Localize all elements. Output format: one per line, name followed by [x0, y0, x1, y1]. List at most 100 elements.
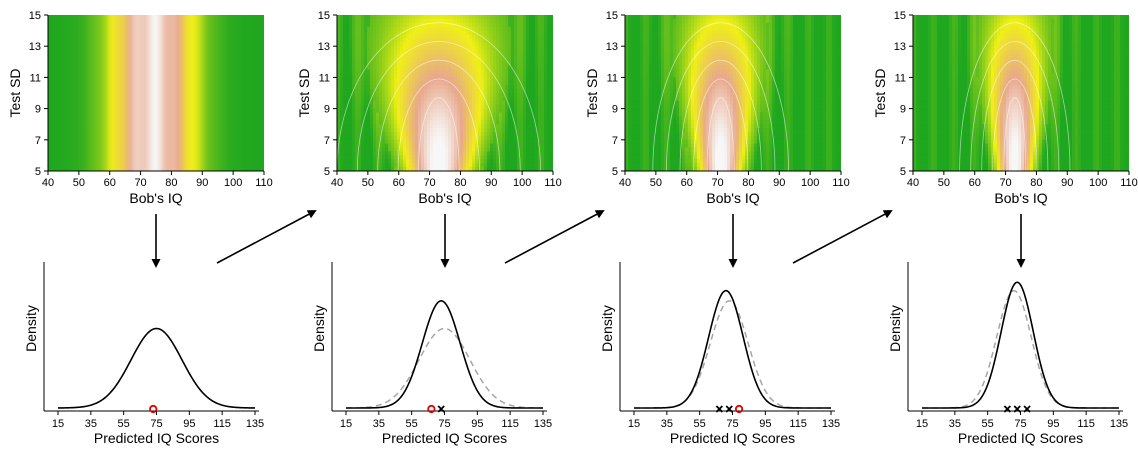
- heatmap-cell: [439, 143, 443, 149]
- heatmap-cell: [421, 135, 425, 141]
- heatmap-cell: [631, 26, 635, 32]
- heatmap-cell: [628, 116, 632, 121]
- heatmap-cell: [406, 65, 410, 71]
- heatmap-cell: [403, 100, 407, 106]
- heatmap-cell: [685, 18, 689, 24]
- heatmap-cell: [508, 128, 512, 133]
- heatmap-cell: [814, 15, 818, 20]
- heatmap-cell: [835, 54, 839, 59]
- heatmap-cell: [421, 73, 425, 78]
- y-tick-label: 15: [29, 10, 41, 22]
- heatmap-cell: [475, 116, 479, 121]
- heatmap-cell: [676, 65, 680, 71]
- heatmap-cell: [520, 143, 524, 149]
- heatmap-cell: [817, 61, 821, 67]
- heatmap-cell: [793, 26, 797, 32]
- heatmap-cell: [535, 81, 539, 86]
- heatmap-cell: [451, 50, 455, 55]
- heatmap-cell: [367, 112, 371, 117]
- heatmap-cell: [388, 18, 392, 24]
- heatmap-cell: [673, 22, 677, 28]
- heatmap-cell: [499, 163, 503, 168]
- heatmap-cell: [367, 15, 371, 20]
- heatmap-cell: [736, 89, 740, 94]
- heatmap-cell: [382, 34, 386, 39]
- heatmap-cell: [667, 116, 671, 121]
- heatmap-cell: [535, 73, 539, 78]
- heatmap-cell: [655, 108, 659, 114]
- heatmap-cell: [724, 34, 728, 39]
- heatmap-cell: [355, 108, 359, 114]
- heatmap-cell: [337, 155, 341, 160]
- heatmap-cell: [793, 77, 797, 82]
- heatmap-cell: [364, 50, 368, 55]
- heatmap-cell: [538, 69, 542, 75]
- heatmap-cell: [754, 116, 758, 121]
- heatmap-cell: [382, 96, 386, 102]
- heatmap-cell: [343, 159, 347, 164]
- heatmap-cell: [532, 26, 536, 32]
- heatmap-cell: [805, 34, 809, 39]
- heatmap-cell: [502, 42, 506, 47]
- heatmap-cell: [637, 116, 641, 121]
- heatmap-cell: [451, 34, 455, 39]
- heatmap-cell: [757, 120, 761, 125]
- heatmap-cell: [649, 22, 653, 28]
- heatmap-cell: [484, 116, 488, 121]
- heatmap-cell: [391, 22, 395, 28]
- heatmap-cell: [700, 22, 704, 28]
- heatmap-cell: [508, 112, 512, 117]
- heatmap-cell: [349, 69, 353, 75]
- heatmap-cell: [412, 143, 416, 149]
- heatmap-cell: [382, 57, 386, 63]
- heatmap-cell: [460, 38, 464, 43]
- heatmap-cell: [442, 50, 446, 55]
- heatmap-cell: [544, 65, 548, 71]
- heatmap-cell: [361, 120, 365, 125]
- heatmap-cell: [430, 65, 434, 71]
- heatmap-cell: [658, 89, 662, 94]
- heatmap-cell: [676, 61, 680, 67]
- heatmap-cell: [421, 69, 425, 75]
- heatmap-cell: [337, 46, 341, 51]
- heatmap-cell: [718, 38, 722, 43]
- heatmap-cell: [763, 120, 767, 125]
- heatmap-cell: [760, 30, 764, 36]
- heatmap-cell: [649, 104, 653, 110]
- heatmap-cell: [376, 132, 380, 137]
- heatmap-cell: [379, 100, 383, 106]
- heatmap-cell: [655, 93, 659, 98]
- heatmap-cell: [394, 163, 398, 168]
- heatmap-cell: [631, 120, 635, 125]
- heatmap-cell: [742, 61, 746, 67]
- heatmap-cell: [676, 108, 680, 114]
- heatmap-cell: [424, 22, 428, 28]
- heatmap-cell: [421, 93, 425, 98]
- heatmap-cell: [406, 57, 410, 63]
- heatmap-cell: [763, 96, 767, 102]
- heatmap-cell: [409, 38, 413, 43]
- heatmap-cell: [382, 18, 386, 24]
- heatmap-cell: [358, 104, 362, 110]
- heatmap-cell: [538, 159, 542, 164]
- heatmap-cell: [808, 85, 812, 90]
- heatmap-cell: [547, 163, 551, 168]
- heatmap-cell: [781, 104, 785, 110]
- heatmap-cell: [463, 116, 467, 121]
- heatmap-cell: [805, 89, 809, 94]
- heatmap-cell: [391, 18, 395, 24]
- heatmap-cell: [667, 85, 671, 90]
- heatmap-cell: [532, 18, 536, 24]
- heatmap-cell: [673, 30, 677, 36]
- heatmap-cell: [367, 26, 371, 32]
- heatmap-cell: [769, 18, 773, 24]
- heatmap-cell: [433, 46, 437, 51]
- heatmap-cell: [685, 50, 689, 55]
- heatmap-cell: [436, 108, 440, 114]
- heatmap-cell: [409, 85, 413, 90]
- heatmap-cell: [634, 54, 638, 59]
- heatmap-cell: [535, 38, 539, 43]
- heatmap-cell: [691, 108, 695, 114]
- heatmap-cell: [757, 18, 761, 24]
- heatmap-cell: [826, 18, 830, 24]
